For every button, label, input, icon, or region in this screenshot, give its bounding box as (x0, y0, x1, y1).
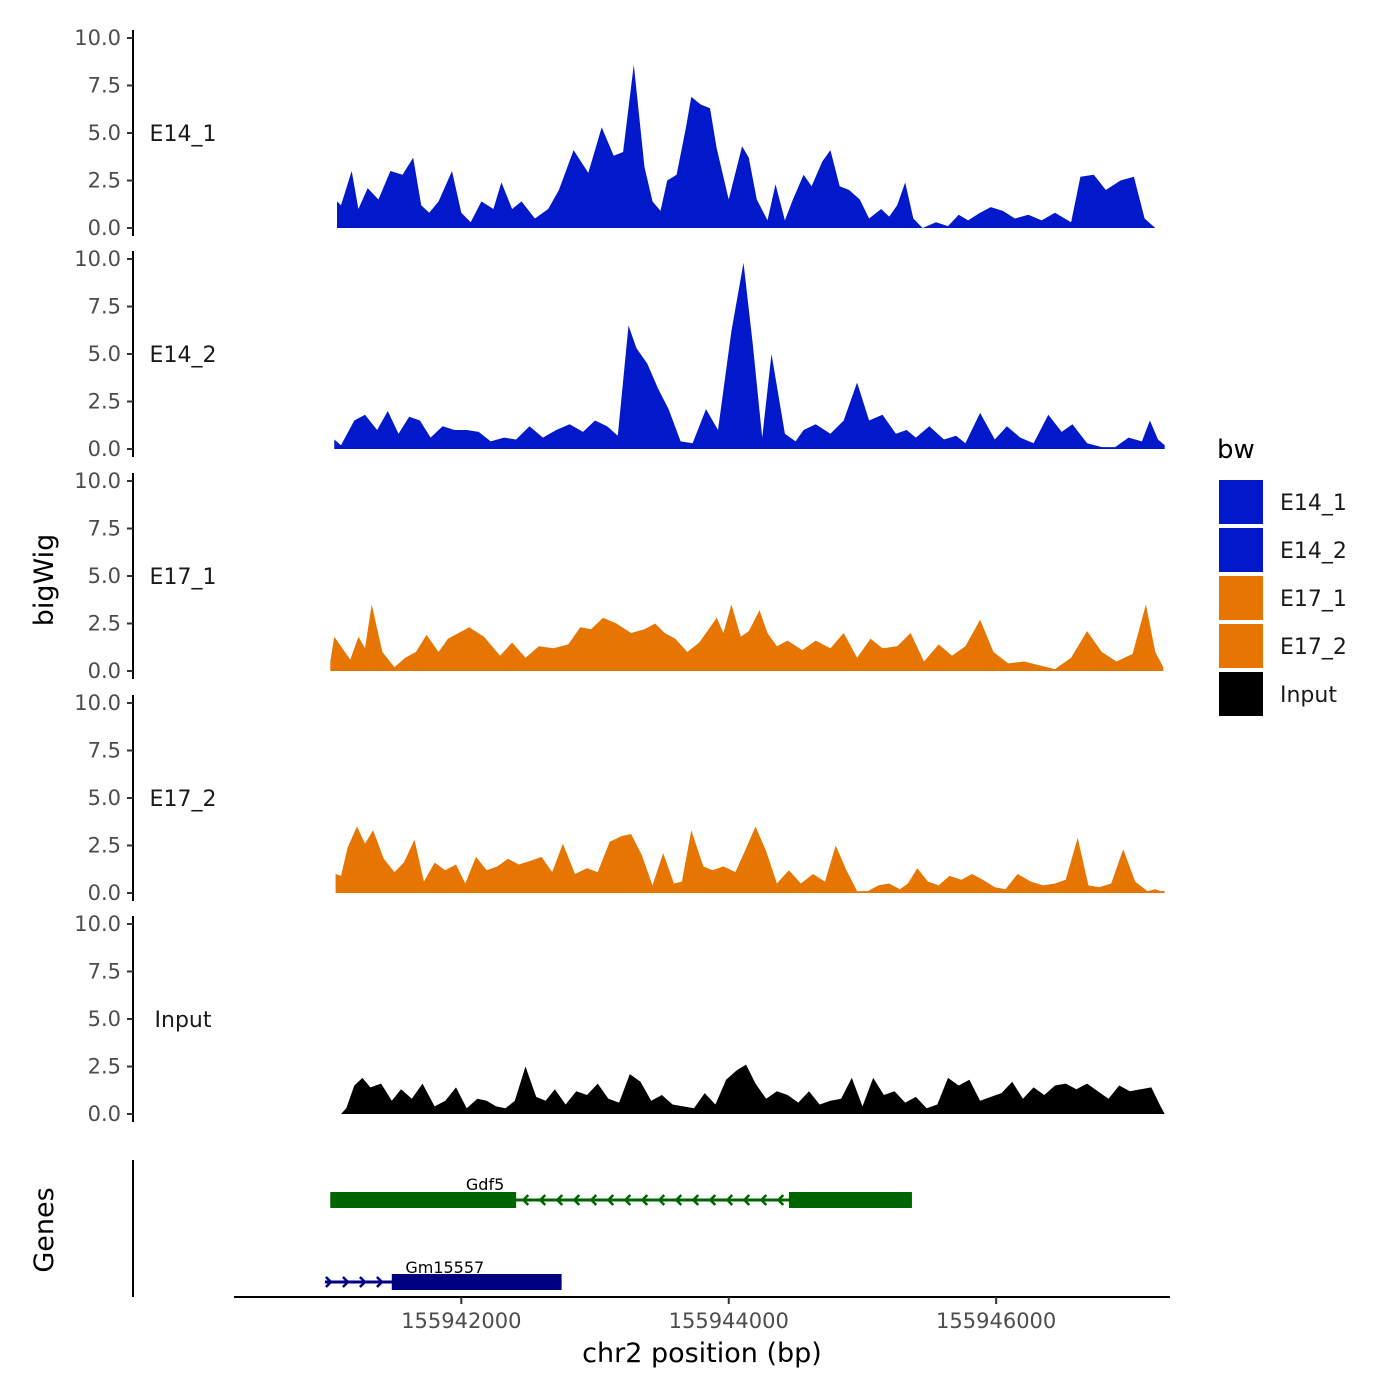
y-tick-label: 2.5 (88, 612, 121, 636)
track-label: E17_2 (150, 787, 217, 812)
gene-Gdf5: Gdf5 (330, 1175, 912, 1208)
strand-arrow (555, 1194, 564, 1206)
strand-arrow (538, 1194, 547, 1206)
track-E17_1: 0.0 2.5 5.0 7.5 10.0 E17_1 (74, 469, 1164, 683)
y-tick-label: 2.5 (88, 834, 121, 858)
signal-area-E14_2 (334, 262, 1165, 449)
y-tick-label: 5.0 (88, 1007, 121, 1031)
track-label: E14_2 (150, 343, 217, 368)
y-tick-label: 10.0 (74, 247, 121, 271)
y-tick-label: 5.0 (88, 121, 121, 145)
strand-arrow (521, 1194, 530, 1206)
gene-Gm15557: Gm15557 (324, 1258, 562, 1290)
strand-arrow (657, 1194, 666, 1206)
legend-key-Input (1219, 672, 1263, 716)
strand-arrow (623, 1194, 632, 1206)
gene-label: Gm15557 (405, 1258, 484, 1277)
y-tick-label: 7.5 (88, 295, 121, 319)
strand-arrow (759, 1194, 768, 1206)
y-tick-label: 10.0 (74, 26, 121, 50)
genes-axis-title: Genes (29, 1187, 60, 1272)
track-label: E14_1 (150, 122, 217, 147)
x-tick-label: 155946000 (936, 1309, 1056, 1333)
y-tick-label: 7.5 (88, 960, 121, 984)
legend-label: E14_1 (1280, 491, 1347, 516)
gene-track: Gdf5 Gm15557 (132, 1160, 912, 1297)
strand-arrow (325, 1276, 333, 1288)
legend-label: E17_1 (1280, 587, 1347, 612)
y-tick-label: 10.0 (74, 469, 121, 493)
legend: E14_1 E14_2 E17_1 E17_2 Input (1219, 480, 1347, 716)
legend-label: E14_2 (1280, 539, 1347, 564)
signal-area-E17_1 (330, 604, 1164, 671)
y-tick-label: 7.5 (88, 517, 121, 541)
y-tick-label: 0.0 (88, 437, 121, 461)
signal-tracks: 0.0 2.5 5.0 7.5 10.0 E14_1 0.0 2.5 5.0 7.5 10.0 E14… (74, 26, 1165, 1126)
x-axis: 155942000 155944000 155946000 (234, 1296, 1170, 1333)
x-tick-label: 155942000 (401, 1309, 521, 1333)
y-tick-label: 7.5 (88, 739, 121, 763)
legend-label: Input (1280, 683, 1337, 708)
strand-arrow (674, 1194, 683, 1206)
strand-arrow (725, 1194, 734, 1206)
y-tick-label: 10.0 (74, 691, 121, 715)
strand-arrow (572, 1194, 581, 1206)
track-label: Input (155, 1008, 212, 1033)
strand-arrow (376, 1276, 384, 1288)
strand-arrow (359, 1276, 367, 1288)
strand-arrow (589, 1194, 598, 1206)
track-label: E17_1 (150, 565, 217, 590)
signal-area-E14_1 (337, 64, 1165, 228)
y-tick-label: 7.5 (88, 74, 121, 98)
legend-key-E17_2 (1219, 624, 1263, 668)
y-tick-label: 5.0 (88, 564, 121, 588)
y-axis-title: bigWig (29, 534, 60, 627)
strand-arrow (691, 1194, 700, 1206)
gene-label: Gdf5 (466, 1175, 504, 1194)
y-tick-label: 0.0 (88, 1102, 121, 1126)
strand-arrow (708, 1194, 717, 1206)
legend-key-E14_1 (1219, 480, 1263, 524)
track-Input: 0.0 2.5 5.0 7.5 10.0 Input (74, 912, 1165, 1126)
x-axis-title: chr2 position (bp) (582, 1338, 822, 1369)
legend-label: E17_2 (1280, 635, 1347, 660)
gene-exon (330, 1192, 517, 1208)
strand-arrow (742, 1194, 751, 1206)
track-E14_1: 0.0 2.5 5.0 7.5 10.0 E14_1 (74, 26, 1165, 240)
y-tick-label: 5.0 (88, 786, 121, 810)
signal-area-E17_2 (335, 826, 1165, 893)
y-tick-label: 2.5 (88, 1055, 121, 1079)
y-tick-label: 2.5 (88, 390, 121, 414)
legend-key-E14_2 (1219, 528, 1263, 572)
track-E14_2: 0.0 2.5 5.0 7.5 10.0 E14_2 (74, 247, 1165, 461)
x-tick-label: 155944000 (669, 1309, 789, 1333)
y-tick-label: 0.0 (88, 216, 121, 240)
track-E17_2: 0.0 2.5 5.0 7.5 10.0 E17_2 (74, 691, 1165, 905)
strand-arrow (640, 1194, 649, 1206)
strand-arrow (342, 1276, 350, 1288)
y-tick-label: 0.0 (88, 881, 121, 905)
signal-area-Input (341, 1064, 1165, 1114)
y-tick-label: 10.0 (74, 912, 121, 936)
y-tick-label: 2.5 (88, 169, 121, 193)
y-tick-label: 0.0 (88, 659, 121, 683)
y-tick-label: 5.0 (88, 342, 121, 366)
strand-arrow (776, 1194, 785, 1206)
gene-exon (391, 1274, 562, 1290)
legend-key-E17_1 (1219, 576, 1263, 620)
strand-arrow (606, 1194, 615, 1206)
gene-exon (788, 1192, 912, 1208)
legend-title: bw (1217, 435, 1255, 465)
